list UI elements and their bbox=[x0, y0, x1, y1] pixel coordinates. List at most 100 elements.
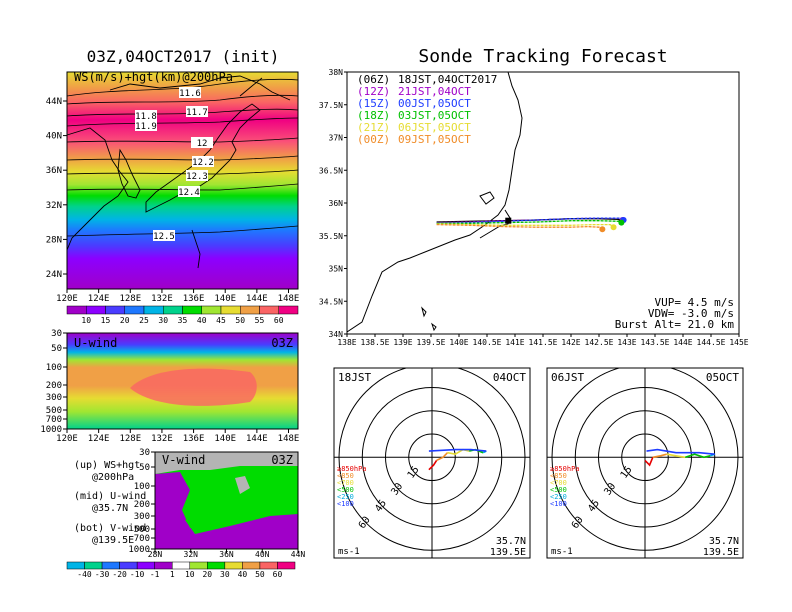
contour-label: 12.5 bbox=[153, 232, 175, 242]
track-endpoint-5 bbox=[610, 224, 617, 231]
map-y-tick-label: 32N bbox=[46, 201, 62, 211]
caption-5: (bot) V-wind bbox=[74, 523, 146, 534]
ws-colorbar-tick: 25 bbox=[139, 316, 149, 325]
caption-2: @200hPa bbox=[92, 472, 134, 483]
hodo-legend-item: <500 bbox=[550, 486, 567, 494]
u-wind-y-tick-label: 500 bbox=[46, 406, 62, 416]
uv-colorbar-tick: 40 bbox=[238, 570, 248, 579]
track-y-ticks: 34N 34.5N 35N 35.5N 36N 36.5N 37N 37.5N 38N bbox=[319, 68, 347, 339]
contour-label: 11.6 bbox=[179, 89, 201, 99]
map-y-tick-label: 44N bbox=[46, 97, 62, 107]
u-wind-frame bbox=[66, 332, 299, 430]
track-y-tick-label: 35N bbox=[329, 265, 344, 274]
track-line-5 bbox=[436, 223, 614, 228]
u-wind-x-tick-label: 140E bbox=[214, 434, 236, 444]
contour-label-bg bbox=[178, 186, 200, 197]
track-line-4 bbox=[436, 220, 622, 224]
info-vup: VUP= 4.5 m/s bbox=[655, 296, 734, 309]
track-x-tick-label: 141.5E bbox=[529, 338, 558, 347]
track-legend-name: 03JST,05OCT bbox=[398, 109, 471, 122]
uv-colorbar-tick: -10 bbox=[130, 570, 145, 579]
v-wind-y-tick-label: 700 bbox=[134, 534, 150, 544]
uv-colorbar-swatch bbox=[207, 561, 226, 570]
contour-label-bg bbox=[186, 170, 208, 181]
u-wind-x-tick-label: 132E bbox=[151, 434, 173, 444]
track-x-ticks: 138E 138.5E 139E 139.5E 140E 140.5E 141E 141.5E… bbox=[337, 334, 749, 347]
uv-colorbar-tick: -20 bbox=[112, 570, 127, 579]
uv-colorbar-swatch bbox=[119, 561, 138, 570]
contour-label-bg bbox=[192, 156, 214, 167]
uv-colorbar-tick: -40 bbox=[77, 570, 92, 579]
track-legend-name: 06JST,05OCT bbox=[398, 121, 471, 134]
contour-label: 12.3 bbox=[186, 172, 208, 182]
contour-label: 11.9 bbox=[135, 122, 157, 132]
ws-colorbar-tick: 20 bbox=[120, 316, 130, 325]
uv-colorbar-swatch bbox=[154, 561, 173, 570]
track-x-tick-label: 142E bbox=[561, 338, 580, 347]
u-wind-x-tick-label: 144E bbox=[246, 434, 268, 444]
track-y-tick-label: 38N bbox=[329, 68, 344, 77]
map-field-label: WS(m/s)+hgt(km)@200hPa bbox=[74, 70, 233, 84]
u-wind-label: U-wind bbox=[74, 336, 117, 350]
track-title: Sonde Tracking Forecast bbox=[418, 46, 667, 67]
ws-colorbar-swatch bbox=[66, 305, 87, 315]
map-x-ticks: 120E 124E 128E 132E 136E 140E 144E 148E bbox=[56, 289, 299, 304]
hodo-segment bbox=[644, 456, 654, 467]
track-y-tick-label: 34.5N bbox=[319, 297, 343, 306]
hodo-segment bbox=[436, 452, 449, 462]
map-x-tick-label: 148E bbox=[278, 294, 300, 304]
ws-colorbar-swatch bbox=[259, 305, 279, 315]
v-wind-gray-top bbox=[155, 452, 298, 474]
v-wind-x-tick-label: 44N bbox=[291, 550, 306, 559]
track-legend-name: 09JST,05OCT bbox=[398, 133, 471, 146]
u-wind-x-tick-label: 136E bbox=[183, 434, 205, 444]
u-wind-time: 03Z bbox=[271, 336, 293, 350]
track-x-tick-label: 143E bbox=[617, 338, 636, 347]
map-x-tick-label: 140E bbox=[214, 294, 236, 304]
ws-colorbar-tick: 10 bbox=[81, 316, 91, 325]
track-endpoint-4 bbox=[618, 219, 625, 226]
map-y-tick-label: 36N bbox=[46, 166, 62, 176]
ws-colorbar-tick: 35 bbox=[178, 316, 188, 325]
v-wind-x-tick-label: 36N bbox=[219, 550, 234, 559]
hodo-legend-item: ≥850hPa bbox=[550, 465, 580, 473]
u-wind-x-tick-label: 124E bbox=[88, 434, 110, 444]
track-x-tick-label: 144.5E bbox=[697, 338, 726, 347]
ws-colorbar-tick: 15 bbox=[101, 316, 111, 325]
v-wind-label: V-wind bbox=[162, 453, 205, 467]
caption-4: @35.7N bbox=[92, 503, 128, 514]
panel-captions: (up) WS+hgt @200hPa (mid) U-wind @35.7N … bbox=[74, 460, 146, 546]
caption-1: (up) WS+hgt bbox=[74, 460, 140, 471]
track-legend-tag: (00Z) bbox=[357, 133, 390, 146]
hodo-segment bbox=[685, 453, 711, 459]
ws-colorbar-tick: 30 bbox=[158, 316, 168, 325]
uv-colorbar-tick: 20 bbox=[202, 570, 212, 579]
uv-colorbar-swatch bbox=[242, 561, 261, 570]
track-line-6 bbox=[436, 223, 603, 230]
track-legend-name: 18JST,04OCT2017 bbox=[398, 73, 497, 86]
uv-colorbar-tick: 1 bbox=[170, 570, 175, 579]
map-y-tick-label: 24N bbox=[46, 270, 62, 280]
v-wind-x-tick-label: 28N bbox=[148, 550, 163, 559]
track-legend-tag: (21Z) bbox=[357, 121, 390, 134]
v-wind-gray-patch bbox=[235, 476, 250, 494]
hodo-segment bbox=[428, 448, 487, 452]
hodo-left-label: 06JST bbox=[551, 371, 584, 384]
map-x-tick-label: 132E bbox=[151, 294, 173, 304]
v-wind-y-tick-label: 30 bbox=[139, 448, 150, 458]
hodo-lon: 139.5E bbox=[490, 547, 526, 558]
ws-colorbar-swatch bbox=[240, 305, 260, 315]
info-vdw: VDW= -3.0 m/s bbox=[648, 307, 734, 320]
track-y-tick-label: 37N bbox=[329, 134, 344, 143]
ws-colorbar-tick: 45 bbox=[216, 316, 226, 325]
ws-colorbar-swatch bbox=[143, 305, 164, 315]
contour-label-bg bbox=[135, 120, 157, 131]
ws-colorbar-tick: 60 bbox=[274, 316, 284, 325]
u-wind-core bbox=[130, 368, 257, 406]
map-title: 03Z,04OCT2017 (init) bbox=[87, 47, 280, 66]
ws-colorbar-tick: 50 bbox=[235, 316, 245, 325]
uv-colorbar-swatch bbox=[189, 561, 208, 570]
